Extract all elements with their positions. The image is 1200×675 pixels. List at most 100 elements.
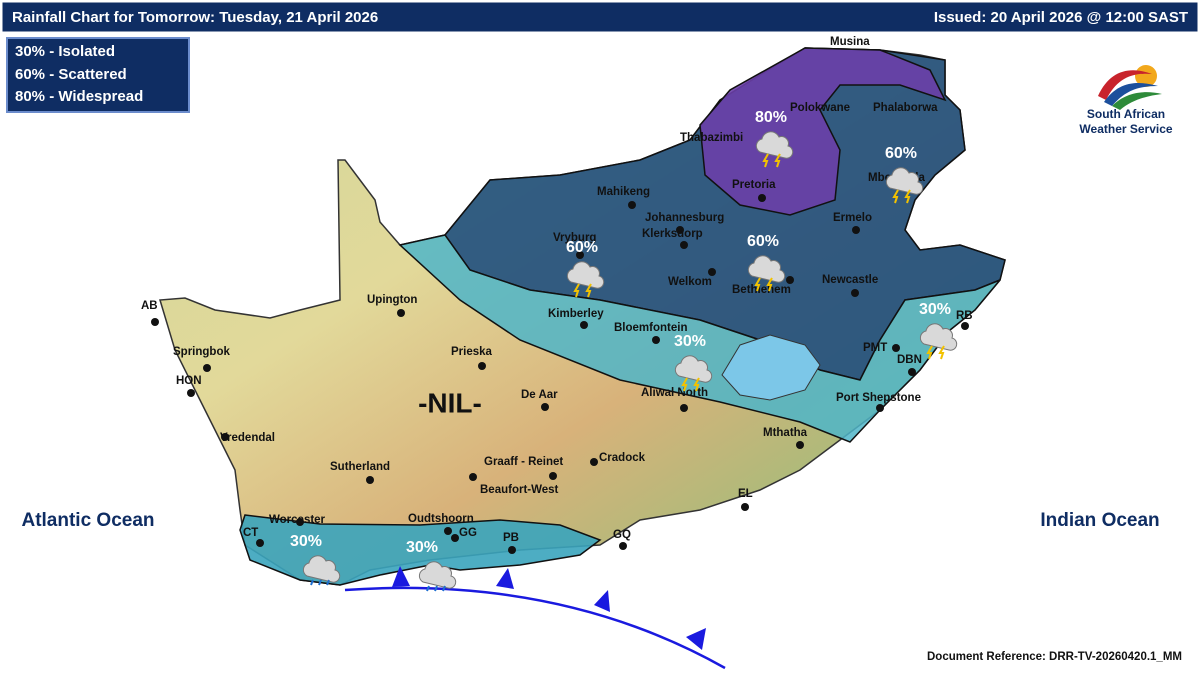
city-dot xyxy=(708,268,716,276)
zone-label: 60% xyxy=(747,233,779,250)
city-dot xyxy=(876,404,884,412)
city-dot xyxy=(221,433,229,441)
issued: Issued: 20 April 2026 @ 12:00 SAST xyxy=(934,9,1188,26)
city-label: Aliwal North xyxy=(641,387,708,399)
city-dot xyxy=(961,322,969,330)
weather-icon xyxy=(674,355,713,392)
city-dot xyxy=(256,539,264,547)
zone-label: 60% xyxy=(566,239,598,256)
city-label: Mthatha xyxy=(763,427,808,439)
weather-icon xyxy=(747,255,786,292)
nil-label: -NIL- xyxy=(418,387,482,418)
city-dot xyxy=(397,309,405,317)
weather-icon xyxy=(302,555,341,586)
city-dot xyxy=(451,534,459,542)
city-label: Sutherland xyxy=(330,461,390,473)
logo-text: Weather Service xyxy=(1079,122,1172,136)
city-dot xyxy=(680,241,688,249)
zone-label: 60% xyxy=(885,145,917,162)
city-dot xyxy=(852,226,860,234)
lightning xyxy=(762,153,781,168)
city-label: EL xyxy=(738,488,753,500)
city-dot xyxy=(444,527,452,535)
city-dot xyxy=(652,336,660,344)
lightning xyxy=(892,189,911,204)
city-label: PB xyxy=(503,532,519,544)
city-dot xyxy=(908,368,916,376)
zone-label: 30% xyxy=(919,301,951,318)
legend-item: 60% - Scattered xyxy=(15,66,127,83)
zone-label: 30% xyxy=(290,533,322,550)
city-dot xyxy=(478,362,486,370)
weather-icon xyxy=(885,167,924,204)
zone-label: 30% xyxy=(674,333,706,350)
zone-label: 80% xyxy=(755,109,787,126)
city-dot xyxy=(676,226,684,234)
cold-front xyxy=(344,586,726,670)
legend-box xyxy=(6,37,190,113)
city-label: De Aar xyxy=(521,389,558,401)
city-label: Prieska xyxy=(451,346,493,358)
city-label: Klerksdorp xyxy=(642,228,703,240)
city-label: GQ xyxy=(613,529,631,541)
city-dot xyxy=(590,458,598,466)
city-dot xyxy=(296,518,304,526)
cloud xyxy=(885,167,924,195)
city-dot xyxy=(549,472,557,480)
city-dot xyxy=(786,276,794,284)
city-dot xyxy=(680,404,688,412)
city-dot xyxy=(576,251,584,259)
city-label: Oudtshoorn xyxy=(408,513,474,525)
cloud xyxy=(566,261,605,289)
city-label: RB xyxy=(956,310,973,322)
weather-icon xyxy=(566,261,605,298)
city-dot xyxy=(366,476,374,484)
city-label: Beaufort-West xyxy=(480,484,559,496)
city-dot xyxy=(580,321,588,329)
zone-80 xyxy=(699,47,947,216)
cloud xyxy=(418,561,457,589)
header-bar xyxy=(1,1,1199,33)
lightning xyxy=(754,277,773,292)
city-dot xyxy=(892,344,900,352)
city-dot xyxy=(187,389,195,397)
ocean-label: Atlantic Ocean xyxy=(21,510,154,531)
city-label: Vredendal xyxy=(220,432,275,444)
logo: South African Weather Service xyxy=(1079,65,1173,136)
city-label: CT xyxy=(243,527,258,539)
city-label: AB xyxy=(141,300,158,312)
city-label: Pretoria xyxy=(732,179,776,191)
city-label: Newcastle xyxy=(822,274,878,286)
city-dot xyxy=(741,503,749,511)
city-label: DBN xyxy=(897,354,922,366)
city-label: HON xyxy=(176,375,202,387)
lesotho xyxy=(721,334,821,401)
city-dot xyxy=(628,201,636,209)
city-dot xyxy=(151,318,159,326)
city-dot xyxy=(203,364,211,372)
city-label: Polokwane xyxy=(790,102,850,114)
city-label: Bethlehem xyxy=(732,284,791,296)
city-label: Upington xyxy=(367,294,417,306)
weather-icon xyxy=(919,323,958,360)
city-label: Ermelo xyxy=(833,212,872,224)
cloud xyxy=(302,555,341,583)
city-label: Johannesburg xyxy=(645,212,724,224)
city-label: Musina xyxy=(830,36,870,48)
city-dot xyxy=(469,473,477,481)
city-label: Vryburg xyxy=(553,232,596,244)
city-label: Graaff - Reinet xyxy=(484,456,563,468)
city-label: Mahikeng xyxy=(597,186,650,198)
title: Rainfall Chart for Tomorrow: Tuesday, 21… xyxy=(12,9,378,26)
cloud xyxy=(755,131,794,159)
city-label: Springbok xyxy=(173,346,230,358)
cloud xyxy=(747,255,786,283)
lightning xyxy=(681,377,700,392)
city-label: Bloemfontein xyxy=(614,322,687,334)
rain xyxy=(426,585,446,592)
city-label: PMT xyxy=(863,342,887,354)
logo-text: South African xyxy=(1087,107,1165,121)
cloud xyxy=(674,355,713,383)
weather-icon xyxy=(755,131,794,168)
